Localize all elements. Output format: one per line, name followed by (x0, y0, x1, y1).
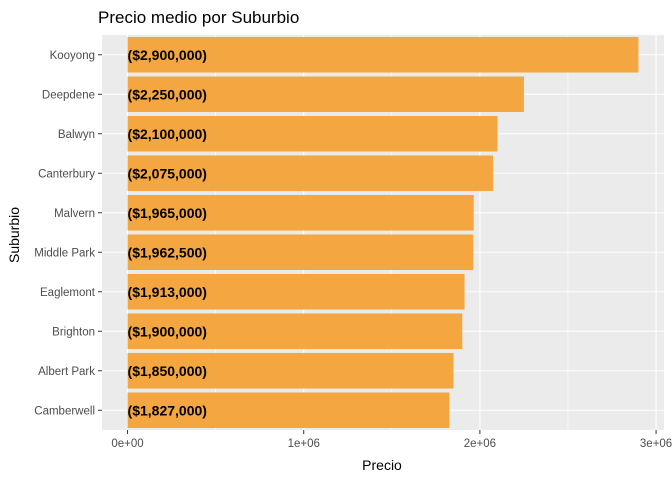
data-labels: ($2,900,000) ($2,250,000) ($2,100,000) ($2,… (128, 47, 207, 419)
x-tick-label: 3e+06 (640, 438, 672, 450)
bar (127, 392, 450, 429)
bars (127, 36, 639, 429)
data-label: ($1,900,000) (128, 323, 207, 339)
data-label: ($1,913,000) (128, 284, 207, 300)
data-label: ($2,075,000) (128, 165, 207, 181)
bar (127, 313, 463, 350)
x-tick-label: 0e+00 (111, 438, 143, 450)
y-tick-label: Balwyn (58, 129, 95, 141)
x-tick-label: 1e+06 (288, 438, 320, 450)
y-tick-label: Camberwell (34, 405, 95, 417)
data-label: ($2,100,000) (128, 126, 207, 142)
y-tick-label: Middle Park (34, 247, 95, 259)
y-axis: Kooyong Deepdene Balwyn Canterbury Malvern Mi… (34, 50, 102, 417)
y-tick-label: Brighton (52, 326, 95, 338)
data-label: ($1,850,000) (128, 363, 207, 379)
y-axis-title: Suburbio (6, 207, 22, 263)
y-tick-label: Malvern (54, 208, 95, 220)
y-tick-label: Eaglemont (40, 287, 96, 299)
data-label: ($1,965,000) (128, 205, 207, 221)
bar (127, 273, 465, 310)
data-label: ($1,962,500) (128, 244, 207, 260)
bar (127, 155, 494, 192)
y-tick-label: Albert Park (38, 366, 95, 378)
bar (127, 234, 474, 271)
bar (127, 115, 498, 152)
chart-title: Precio medio por Suburbio (98, 8, 299, 27)
x-axis-title: Precio (362, 457, 402, 473)
x-axis: 0e+00 1e+06 2e+06 3e+06 (111, 430, 672, 450)
data-label: ($2,250,000) (128, 86, 207, 102)
bar (127, 352, 454, 389)
x-tick-label: 2e+06 (464, 438, 496, 450)
y-tick-label: Kooyong (50, 50, 95, 62)
data-label: ($1,827,000) (128, 402, 207, 418)
bar (127, 36, 639, 73)
y-tick-label: Canterbury (38, 168, 95, 180)
bar (127, 76, 524, 113)
data-label: ($2,900,000) (128, 47, 207, 63)
y-tick-label: Deepdene (42, 89, 95, 101)
bar (127, 194, 474, 231)
